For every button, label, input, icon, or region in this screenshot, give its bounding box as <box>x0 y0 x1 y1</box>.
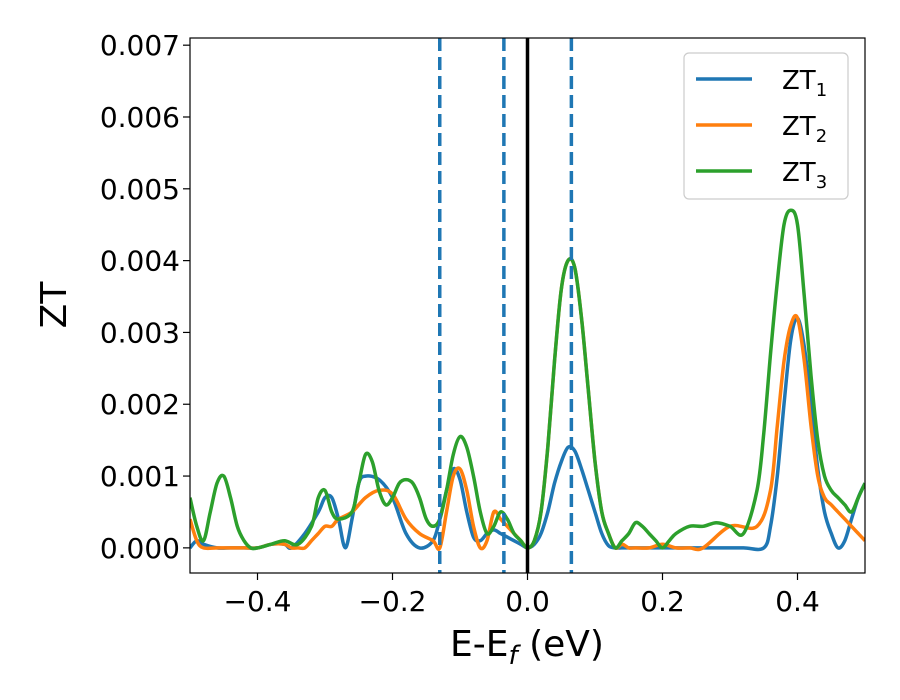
x-tick-label: 0.2 <box>640 585 685 618</box>
legend-items: ZT1 ZT2 ZT3 <box>696 66 827 193</box>
x-tick-label: −0.2 <box>359 585 427 618</box>
x-axis-label: E-Ef (eV) <box>450 624 604 671</box>
legend-label-1: ZT1 <box>782 66 827 101</box>
y-axis-ticks: 0.000 0.001 0.002 0.003 0.004 0.005 0.006 0.007 <box>100 29 190 565</box>
y-tick-label: 0.007 <box>100 29 180 62</box>
x-axis-label-tail: (eV) <box>518 624 604 665</box>
x-tick-label: 0.0 <box>505 585 550 618</box>
x-tick-label: −0.4 <box>224 585 292 618</box>
legend-label-3: ZT3 <box>782 158 827 193</box>
x-axis-label-main: E-E <box>450 624 508 665</box>
legend-box <box>683 52 849 200</box>
y-tick-label: 0.003 <box>100 316 180 349</box>
y-axis-label: ZT <box>34 281 75 329</box>
legend-label-2: ZT2 <box>782 112 827 147</box>
y-tick-label: 0.006 <box>100 101 180 134</box>
y-tick-label: 0.001 <box>100 460 180 493</box>
y-tick-label: 0.004 <box>100 245 180 278</box>
y-tick-label: 0.002 <box>100 388 180 421</box>
legend: ZT1 ZT2 ZT3 <box>683 52 849 200</box>
y-tick-label: 0.005 <box>100 173 180 206</box>
x-tick-label: 0.4 <box>775 585 820 618</box>
x-axis-ticks: −0.4 −0.2 0.0 0.2 0.4 <box>224 573 820 618</box>
vertical-lines-group <box>438 38 574 573</box>
y-tick-label: 0.000 <box>100 532 180 565</box>
